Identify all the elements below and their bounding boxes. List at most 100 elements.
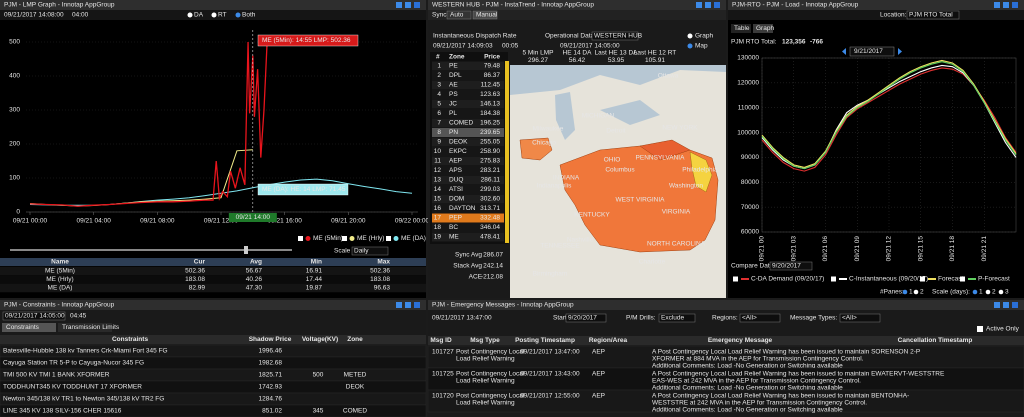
msg-id: 101727 xyxy=(432,349,454,356)
window-button xyxy=(714,2,720,8)
zone-number: 5 xyxy=(437,101,441,108)
zone-name: DAYTON xyxy=(449,205,476,212)
location-select[interactable]: PJM RTO Total xyxy=(909,12,953,19)
zone-name: APS xyxy=(449,167,463,174)
tab xyxy=(731,24,751,33)
x-tick-label: 09/21 03 xyxy=(790,236,797,262)
x-tick-label: 09/21 20:00 xyxy=(331,218,366,225)
scale-option[interactable]: 1 xyxy=(979,289,983,296)
msg-text: XFORMER at 884 MVA in the AEP for Transm… xyxy=(652,356,864,363)
scale-select[interactable]: Daily xyxy=(354,248,369,255)
tab-label[interactable]: Table xyxy=(734,25,750,32)
date-prev[interactable] xyxy=(842,48,846,55)
tab-label[interactable]: Constraints xyxy=(6,324,40,331)
date-box xyxy=(849,46,895,57)
compare-date[interactable]: 9/20/2017 xyxy=(772,263,801,270)
pane-option[interactable]: 1 xyxy=(909,289,913,296)
table-row xyxy=(0,266,426,276)
active-only[interactable]: Active Only xyxy=(986,326,1020,333)
zone-row xyxy=(432,232,504,242)
map-label: Nashville xyxy=(567,237,594,244)
legend-label: P-Forecast xyxy=(978,276,1010,283)
radio-button[interactable] xyxy=(972,289,978,295)
series-line xyxy=(761,59,1017,168)
title-bar xyxy=(0,300,426,310)
zone-price: 332.48 xyxy=(480,215,500,222)
y-tick-label: 400 xyxy=(9,73,20,80)
tab-label[interactable]: Transmission Limits xyxy=(62,324,120,331)
map-label: NEW YORK xyxy=(662,125,698,132)
radio-button[interactable] xyxy=(187,12,193,18)
radio-button[interactable] xyxy=(985,289,991,295)
legend-swatch xyxy=(393,236,399,241)
sync-mode[interactable]: Manual xyxy=(476,12,498,19)
radio-button[interactable] xyxy=(902,289,908,295)
column-header: Msg ID xyxy=(430,337,452,344)
mode-option[interactable]: RT xyxy=(218,12,227,19)
msg-text: A Post Contingency Local Load Relief War… xyxy=(652,349,920,356)
zone-header: Price xyxy=(484,54,500,61)
tab xyxy=(58,323,112,332)
x-tick-label: 09/21 18 xyxy=(949,236,956,262)
date[interactable]: 9/21/2017 xyxy=(854,48,883,55)
zone-name: DOM xyxy=(449,196,464,203)
map-label: Charlotte xyxy=(639,259,666,266)
mode-option[interactable]: DA xyxy=(194,12,204,19)
zone-price: 86.37 xyxy=(484,72,501,79)
y-tick-label: 300 xyxy=(9,107,20,114)
drills-select[interactable]: Exclude xyxy=(661,315,685,322)
types-select[interactable]: <All> xyxy=(842,315,857,322)
types-select-box xyxy=(839,313,881,323)
summary-value: 296.27 xyxy=(528,57,548,64)
sync-mode[interactable]: Auto xyxy=(450,12,464,19)
scale-option[interactable]: 2 xyxy=(992,289,996,296)
msg-text: EAS-WES at 242 MVA in the AEP for Transm… xyxy=(652,378,861,385)
start-date[interactable]: 9/20/2017 xyxy=(568,315,597,322)
zone-price: 346.04 xyxy=(480,224,500,231)
zone-name: PL xyxy=(449,110,457,117)
map-label: VIRGINIA xyxy=(662,209,691,216)
pane-option[interactable]: 2 xyxy=(920,289,924,296)
radio-button[interactable] xyxy=(998,289,1004,295)
timestamp[interactable]: 09/21/2017 14:05:00 xyxy=(5,313,65,320)
view-mode[interactable]: Map xyxy=(695,43,708,50)
table-cell: 1996.46 xyxy=(259,348,283,355)
price-scale xyxy=(505,61,509,243)
zone-row xyxy=(432,90,504,99)
cursor-label: 09/21 14:00 xyxy=(236,214,271,221)
view-mode[interactable]: Graph xyxy=(695,33,713,40)
window-button xyxy=(705,2,711,8)
zone-row xyxy=(432,175,504,185)
map-label: Chicago xyxy=(532,140,556,147)
scale-select-box xyxy=(351,246,389,256)
x-tick-label: 09/21 04:00 xyxy=(76,218,111,225)
op-select[interactable]: WESTERN HUB xyxy=(594,33,642,40)
title-bar xyxy=(728,0,1024,10)
panel-title: PJM - Constraints - Innotap AppGroup xyxy=(4,302,115,309)
table-cell: 17.44 xyxy=(306,276,323,283)
table-cell: 19.87 xyxy=(306,285,323,292)
map-label: TENNESSEE xyxy=(540,243,580,250)
title-bar xyxy=(0,0,426,10)
radio-button[interactable] xyxy=(687,43,693,49)
mode-option[interactable]: Both xyxy=(242,12,256,19)
column-header: Min xyxy=(311,259,322,266)
map-zone xyxy=(519,137,553,161)
window-button xyxy=(414,2,420,8)
total-value: 123,356 xyxy=(782,39,806,46)
date-next[interactable] xyxy=(898,48,902,55)
column-header: Posting Timestamp xyxy=(515,337,575,344)
panel-title: WESTERN HUB - PJM - InstaTrend - Innotap… xyxy=(432,2,594,9)
scale-option[interactable]: 3 xyxy=(1005,289,1009,296)
table-cell: TMI 500 KV TMI 1 BANK XFORMER xyxy=(3,372,110,379)
radio-button[interactable] xyxy=(211,12,217,18)
radio-button[interactable] xyxy=(913,289,919,295)
tab-label[interactable]: Graph xyxy=(756,25,774,32)
radio-button[interactable] xyxy=(687,33,693,39)
regions-select[interactable]: <All> xyxy=(742,315,757,322)
table-row xyxy=(427,389,1024,413)
legend-label: ME (DA) xyxy=(401,235,426,242)
zone-number: 16 xyxy=(434,205,442,212)
radio-button[interactable] xyxy=(235,12,241,18)
table-cell: ME (DA) xyxy=(48,285,73,292)
